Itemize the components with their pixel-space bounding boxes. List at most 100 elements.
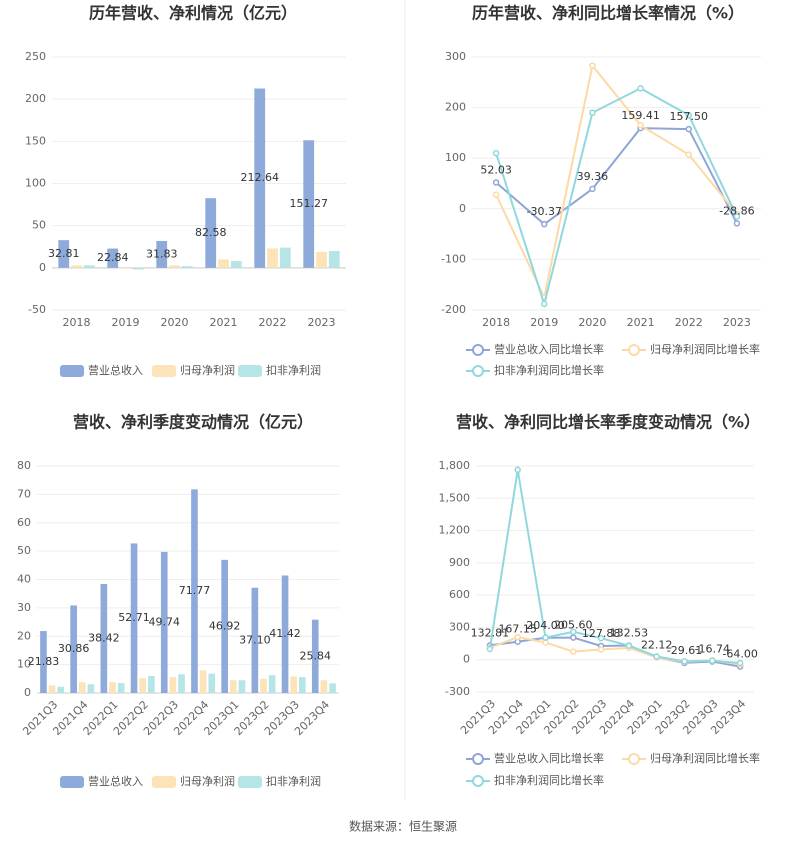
bar <box>120 267 131 269</box>
y-tick-label: 70 <box>17 487 31 500</box>
bar <box>169 677 177 693</box>
x-tick-label: 2023 <box>308 316 336 329</box>
bar <box>48 685 56 693</box>
legend-swatch <box>628 344 640 356</box>
point <box>597 634 605 642</box>
bar <box>268 675 276 693</box>
legend-label: 扣非净利润 <box>266 363 321 377</box>
y-tick-label: -200 <box>441 303 466 316</box>
legend-label: 扣非净利润同比增长率 <box>494 363 604 377</box>
point <box>589 109 596 116</box>
x-tick-label: 2022 <box>675 316 703 329</box>
y-tick-label: 0 <box>24 686 31 699</box>
x-tick-label: 2018 <box>63 316 91 329</box>
data-label: 46.92 <box>209 619 241 632</box>
x-tick-label: 2022 <box>259 316 287 329</box>
bar <box>191 489 198 693</box>
y-tick-label: 900 <box>449 556 470 569</box>
data-label: -29.61 <box>667 644 702 657</box>
legend-swatch <box>238 776 262 788</box>
point <box>685 151 692 158</box>
data-label: 31.83 <box>146 247 178 260</box>
legend-label: 扣非净利润 <box>266 774 321 788</box>
data-label: 38.42 <box>88 631 120 644</box>
legend-label: 营业总收入同比增长率 <box>494 751 604 765</box>
legend-swatch <box>472 344 484 356</box>
bar <box>160 551 168 693</box>
y-tick-label: 100 <box>25 177 46 190</box>
bar <box>58 240 70 268</box>
bar <box>320 680 328 693</box>
legend-swatch <box>628 753 640 765</box>
y-tick-label: 0 <box>459 202 466 215</box>
x-tick-label: 2019 <box>530 316 558 329</box>
point <box>709 657 716 665</box>
y-tick-label: 1,800 <box>439 459 471 472</box>
point <box>597 646 605 653</box>
y-tick-label: 300 <box>449 620 470 633</box>
point <box>492 149 500 157</box>
data-label: 32.81 <box>48 247 80 260</box>
data-label: 25.84 <box>300 649 332 662</box>
data-label: 52.71 <box>118 611 150 624</box>
data-label: 205.60 <box>554 619 593 632</box>
data-label: 132.81 <box>471 626 510 639</box>
data-label: 37.10 <box>239 633 271 646</box>
point <box>542 634 549 641</box>
legend-swatch <box>60 776 84 788</box>
bar <box>221 559 228 693</box>
line <box>495 127 738 226</box>
data-label: 30.86 <box>58 642 90 655</box>
y-tick-label: 50 <box>32 219 46 232</box>
data-label: 82.58 <box>195 226 227 239</box>
chart-title: 营收、净利季度变动情况（亿元） <box>73 413 313 432</box>
chart-title: 历年营收、净利情况（亿元） <box>89 4 297 23</box>
y-tick-label: 0 <box>463 653 470 666</box>
data-label: 71.77 <box>179 584 211 597</box>
point <box>492 191 500 198</box>
bar <box>107 248 119 268</box>
data-label: 151.27 <box>289 197 328 210</box>
line <box>488 469 741 664</box>
data-label: 157.50 <box>670 110 709 123</box>
bar <box>281 575 289 693</box>
y-tick-label: 250 <box>25 50 46 63</box>
bar <box>156 240 168 268</box>
legend-label: 归母净利润 <box>180 363 235 377</box>
data-label: 204.00 <box>526 619 565 632</box>
y-tick-label: 50 <box>17 544 31 557</box>
point <box>736 659 744 667</box>
bar <box>230 261 242 268</box>
data-label: -28.86 <box>719 204 754 217</box>
bar <box>71 265 82 268</box>
point <box>570 634 577 641</box>
x-tick-label: 2019 <box>112 316 140 329</box>
data-label: 167.15 <box>498 623 537 636</box>
data-label: 127.88 <box>582 627 621 640</box>
legend-swatch <box>472 365 484 377</box>
bar <box>100 583 108 693</box>
bar <box>303 140 315 268</box>
point <box>541 220 548 228</box>
bar <box>299 677 306 693</box>
y-tick-label: 1,200 <box>439 524 471 537</box>
bar <box>70 605 77 693</box>
y-tick-label: 200 <box>25 92 46 105</box>
data-label: 159.41 <box>621 109 660 122</box>
data-label: -30.37 <box>527 205 562 218</box>
bar <box>251 587 259 693</box>
point <box>492 179 500 186</box>
bar <box>290 676 298 693</box>
data-label: 49.74 <box>149 615 181 628</box>
bar <box>130 543 138 693</box>
point <box>514 466 521 474</box>
legend-swatch <box>152 776 176 788</box>
y-tick-label: -100 <box>441 252 466 265</box>
data-label: 132.53 <box>610 626 649 639</box>
y-tick-label: 150 <box>25 134 46 147</box>
data-label: 21.83 <box>28 655 60 668</box>
y-tick-label: 1,500 <box>439 491 471 504</box>
bar <box>169 265 180 268</box>
bar <box>117 683 125 693</box>
